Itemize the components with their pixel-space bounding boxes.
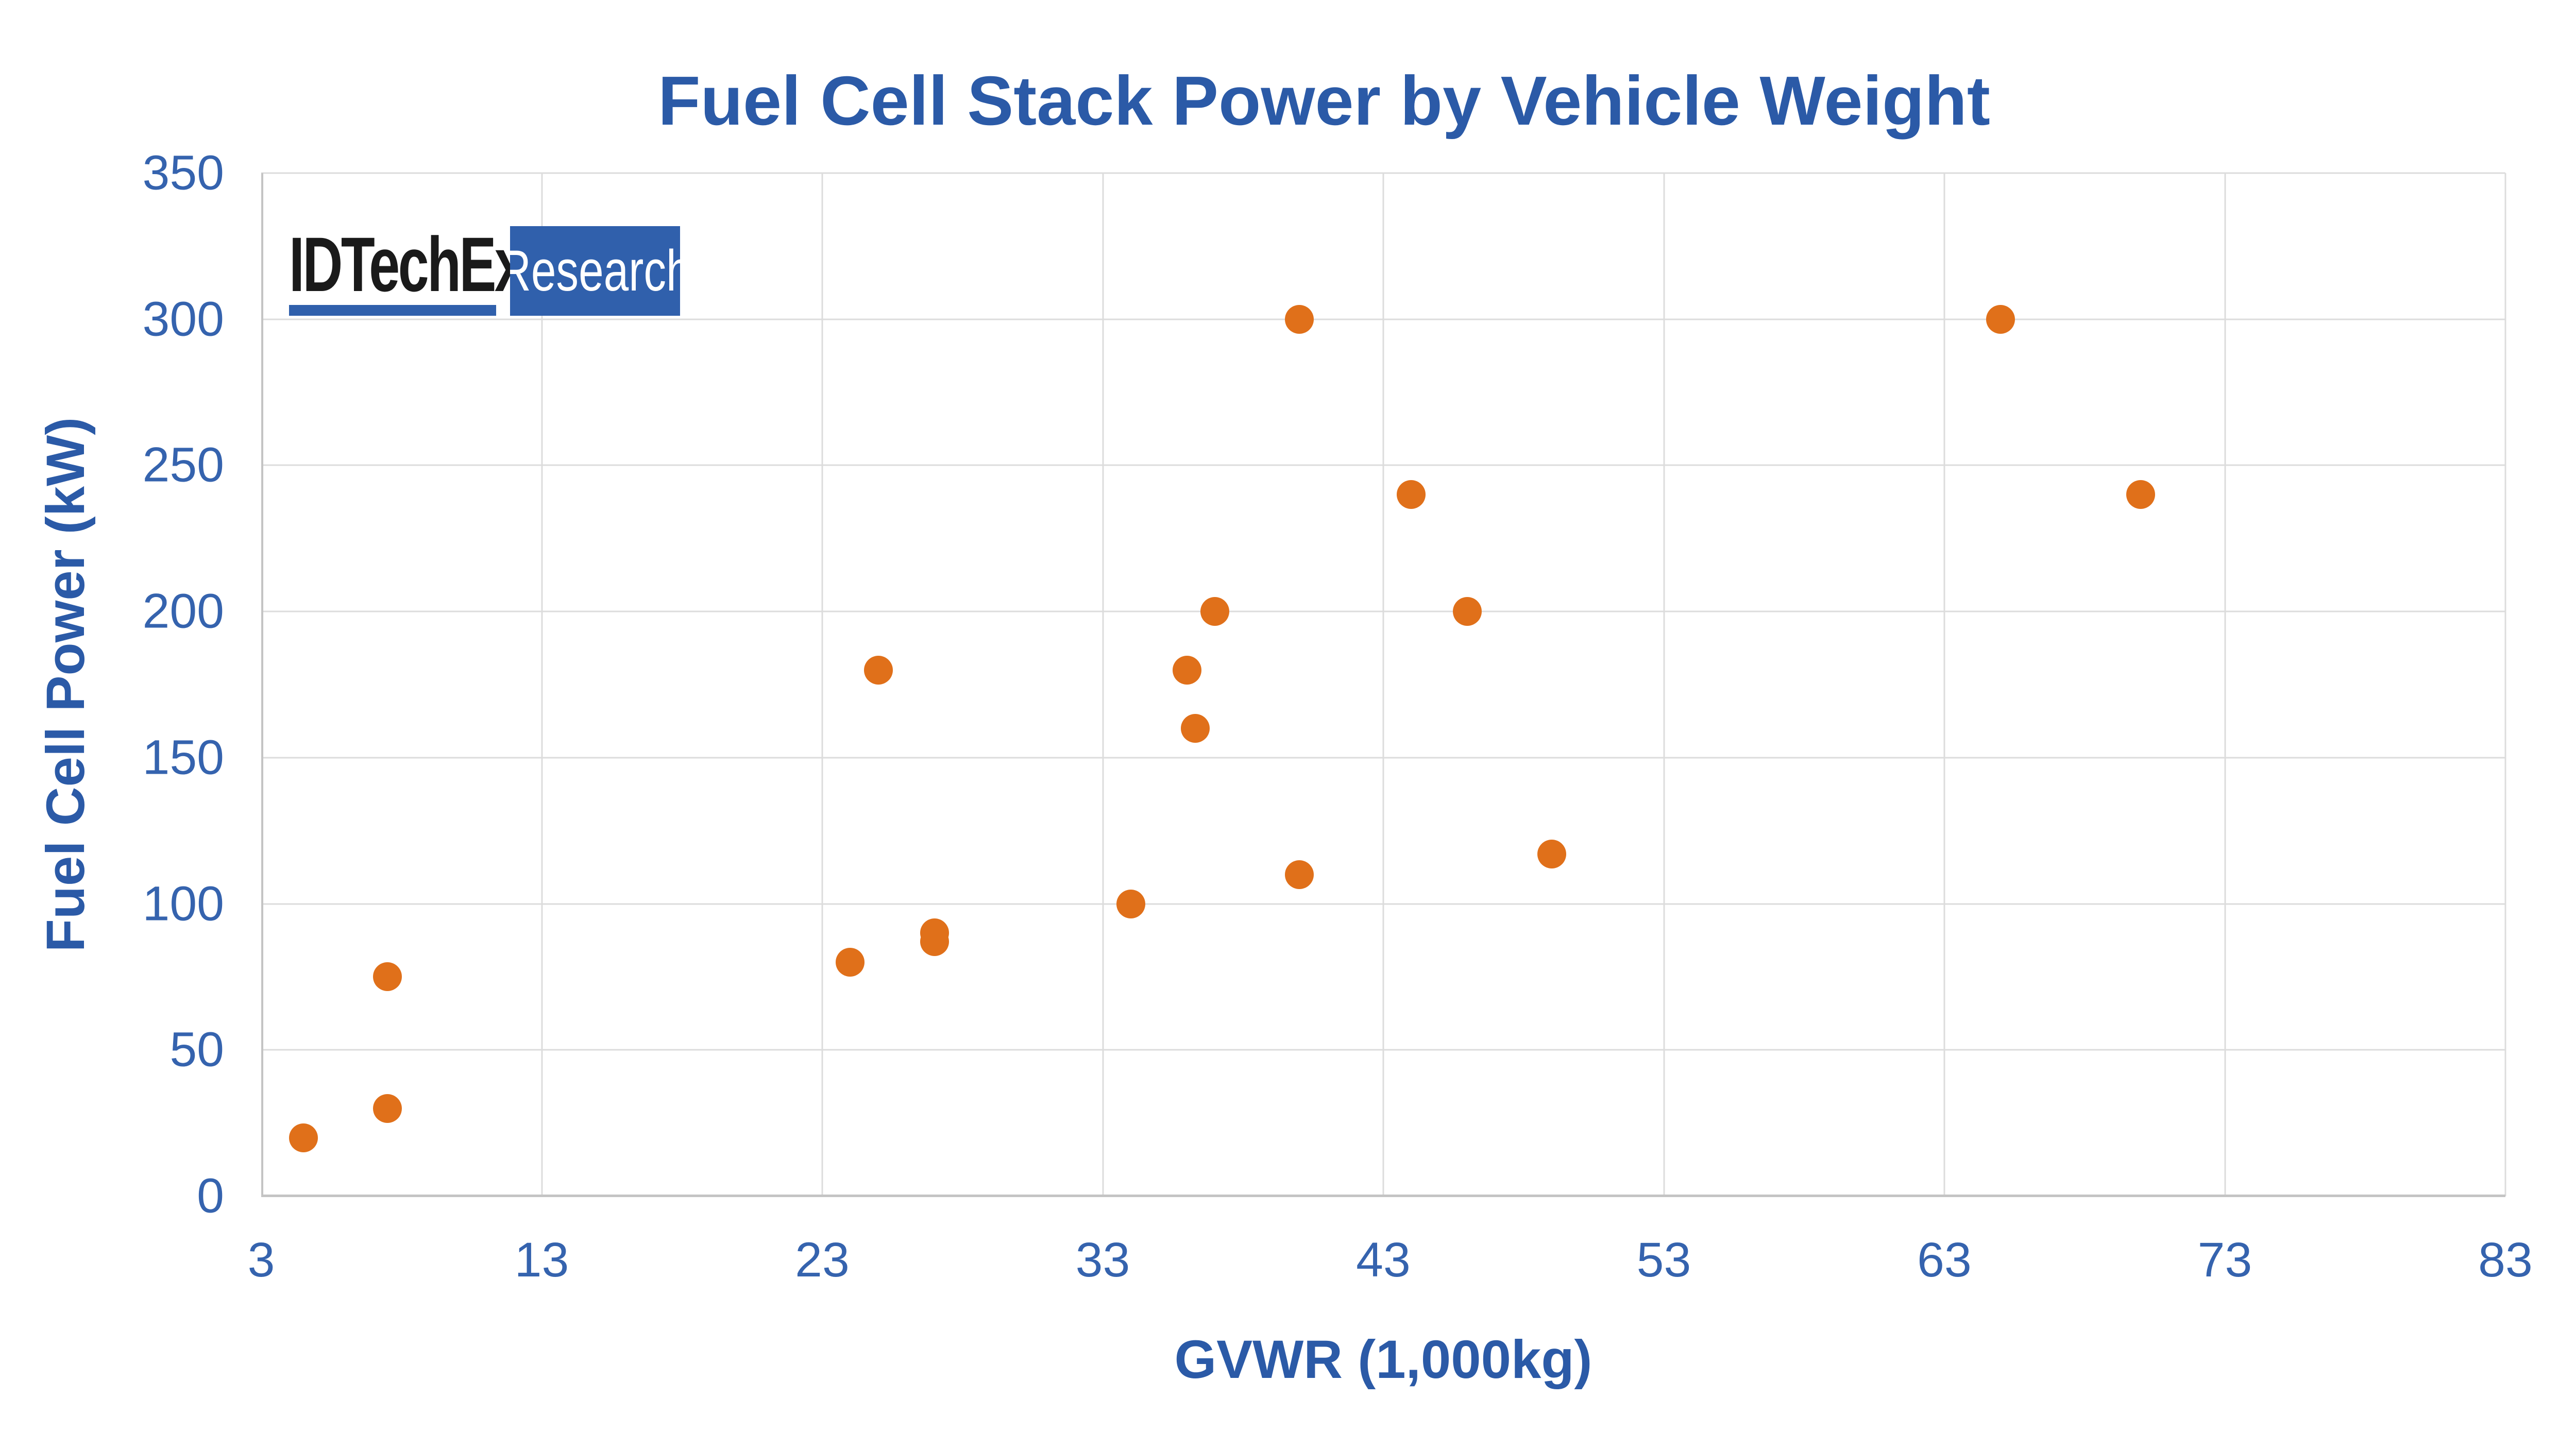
gridline-horizontal <box>261 464 2505 466</box>
y-axis-tick-labels: 0 50 100 150 200 250 300 350 <box>46 146 224 1223</box>
x-tick-label: 13 <box>514 1233 569 1287</box>
y-tick-label: 350 <box>142 145 224 200</box>
data-point <box>2126 480 2156 509</box>
gridline-vertical <box>1943 173 1945 1196</box>
gridline-horizontal <box>261 1049 2505 1051</box>
idtechex-logo: IDTechEx Research <box>289 224 701 322</box>
x-axis-line <box>261 1195 2505 1197</box>
x-tick-label: 33 <box>1075 1233 1130 1287</box>
data-point <box>1200 597 1230 626</box>
data-point <box>836 948 865 977</box>
y-tick-label: 100 <box>142 876 224 931</box>
x-axis-tick-labels: 3 13 23 33 43 53 63 73 83 <box>248 1232 2533 1294</box>
gridline-vertical <box>2504 173 2506 1196</box>
x-tick-label: 53 <box>1636 1233 1691 1287</box>
gridline-horizontal <box>261 318 2505 320</box>
gridline-vertical <box>1382 173 1384 1196</box>
gridline-horizontal <box>261 610 2505 612</box>
gridline-vertical <box>2224 173 2226 1196</box>
data-point <box>863 655 893 685</box>
data-point <box>1986 304 2015 334</box>
data-point <box>1116 889 1145 918</box>
y-tick-label: 200 <box>142 584 224 639</box>
data-point <box>373 962 402 992</box>
y-tick-label: 50 <box>170 1022 224 1077</box>
gridline-vertical <box>1663 173 1665 1196</box>
x-tick-label: 23 <box>795 1233 850 1287</box>
gridline-vertical <box>1102 173 1104 1196</box>
x-tick-label: 63 <box>1917 1233 1972 1287</box>
y-tick-label: 250 <box>142 437 224 492</box>
gridline-horizontal <box>261 757 2505 759</box>
data-point <box>920 918 949 948</box>
data-point <box>373 1094 402 1123</box>
x-tick-label: 73 <box>2197 1233 2252 1287</box>
x-axis-title: GVWR (1,000kg) <box>1174 1329 1592 1390</box>
idtechex-logo-underline-bar <box>289 305 496 316</box>
x-tick-label: 3 <box>247 1233 275 1287</box>
y-axis-line <box>261 173 263 1196</box>
data-point <box>1181 714 1210 743</box>
data-point <box>1284 304 1314 334</box>
gridline-horizontal <box>261 903 2505 905</box>
x-tick-label: 83 <box>2478 1233 2533 1287</box>
data-point <box>289 1123 318 1152</box>
y-tick-label: 300 <box>142 292 224 347</box>
x-tick-label: 43 <box>1356 1233 1411 1287</box>
data-point <box>1453 597 1482 626</box>
gridline-horizontal <box>261 172 2505 174</box>
plot-area <box>261 172 2506 1197</box>
data-point <box>1537 840 1566 869</box>
idtechex-logo-research-text: Research <box>510 238 680 303</box>
gridline-vertical <box>821 173 823 1196</box>
data-point <box>1172 655 1201 685</box>
data-point <box>1397 480 1426 509</box>
chart-title: Fuel Cell Stack Power by Vehicle Weight <box>658 62 1990 140</box>
gridline-vertical <box>541 173 543 1196</box>
data-point <box>1284 860 1314 889</box>
idtechex-logo-research-box: Research <box>510 226 680 316</box>
y-tick-label: 150 <box>142 730 224 785</box>
y-tick-label: 0 <box>197 1168 224 1223</box>
idtechex-logo-brand-text: IDTechEx <box>289 221 526 308</box>
